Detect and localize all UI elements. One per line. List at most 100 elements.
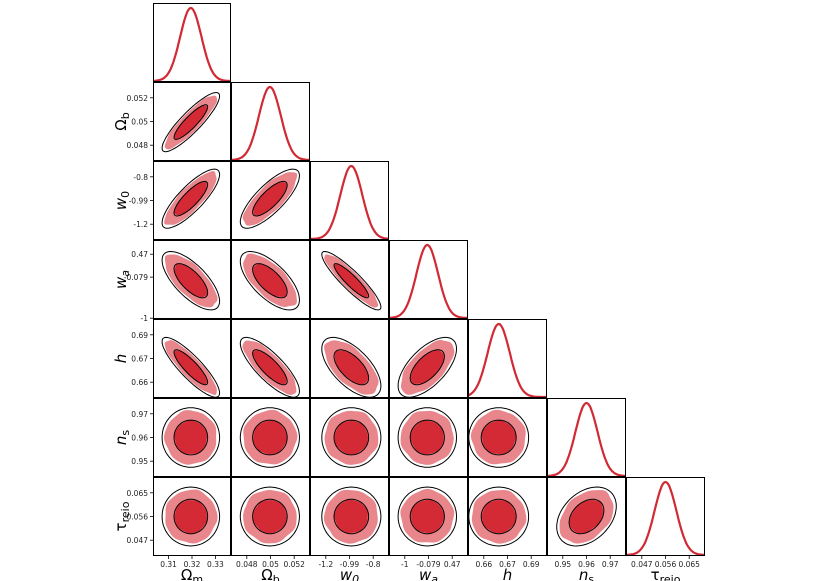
panel-w0-Ob <box>231 161 310 240</box>
y-tick-label-wa: 0.47 <box>131 250 148 259</box>
y-tick-label-w0: -1.2 <box>133 220 148 229</box>
reference-contour-1sigma <box>252 349 288 386</box>
y-axis-label-wa: wa <box>112 270 132 289</box>
x-tick-label-Ob: 0.05 <box>262 560 279 569</box>
reference-contour-2sigma <box>397 486 458 547</box>
x-tick-label-h: 0.69 <box>523 560 540 569</box>
x-tick-label-w0: -1.2 <box>318 560 333 569</box>
x-axis-label-h: h <box>503 566 513 581</box>
reference-contour-2sigma <box>321 336 382 398</box>
y-tick-label-wa: -0.079 <box>124 273 148 282</box>
contour-1sigma <box>253 264 287 297</box>
marginal-curve-wa <box>389 243 468 319</box>
contour-1sigma <box>174 264 208 298</box>
reference-contour-1sigma <box>173 419 209 456</box>
panel-wa-wa <box>389 240 468 319</box>
y-tick-label-ns: 0.97 <box>131 410 148 419</box>
marginal-curve-ns <box>547 401 626 477</box>
contour-1sigma <box>410 420 444 455</box>
reference-contour-2sigma <box>239 407 301 468</box>
reference-contour-2sigma <box>239 251 301 311</box>
y-axis-label-tau: τreio <box>112 501 132 531</box>
x-tick-label-Om: 0.31 <box>160 560 177 569</box>
contour-1sigma <box>253 420 287 455</box>
x-tick-label-tau: 0.065 <box>678 560 700 569</box>
y-axis-label-w0: w0 <box>112 191 132 210</box>
panel-wa-Ob <box>231 240 310 319</box>
panel-h-wa <box>389 319 468 398</box>
y-tick-label-h: 0.66 <box>131 378 148 387</box>
panel-h-w0 <box>310 319 389 398</box>
x-tick-label-Ob: 0.048 <box>236 560 258 569</box>
reference-contour-2sigma <box>321 486 382 547</box>
x-axis-label-Om: Ωm <box>181 566 203 581</box>
x-tick-label-wa: 0.47 <box>444 560 461 569</box>
marginal-curve-Om <box>153 6 231 82</box>
contour-1sigma <box>174 105 207 139</box>
x-tick-label-h: 0.66 <box>475 560 492 569</box>
reference-contour-2sigma <box>161 336 221 398</box>
reference-contour-2sigma <box>239 168 301 229</box>
x-tick-label-Om: 0.33 <box>207 560 224 569</box>
contour-1sigma <box>411 499 444 534</box>
panel-ns-ns <box>547 398 626 477</box>
x-tick-label-w0: -0.99 <box>340 560 360 569</box>
panel-tau-Om <box>153 477 231 556</box>
x-tick-label-Ob: 0.052 <box>283 560 305 569</box>
contour-1sigma <box>569 500 604 534</box>
y-tick-label-tau: 0.065 <box>127 489 149 498</box>
x-tick-label-tau: 0.047 <box>631 560 653 569</box>
marginal-curve-tau <box>626 480 705 556</box>
panel-tau-ns <box>547 477 626 556</box>
y-axis-label-ns: ns <box>112 430 132 446</box>
reference-contour-2sigma <box>556 486 617 547</box>
x-axis-label-wa: wa <box>419 566 438 581</box>
x-tick-label-wa: -0.079 <box>416 560 440 569</box>
contour-1sigma <box>334 420 368 455</box>
contour-1sigma <box>410 350 444 384</box>
reference-contour-1sigma <box>333 498 370 535</box>
contour-1sigma <box>481 500 516 534</box>
reference-contour-2sigma <box>161 486 221 547</box>
reference-contour-2sigma <box>321 407 382 468</box>
panel-ns-Ob <box>231 398 310 477</box>
panel-h-Om <box>153 319 231 398</box>
contour-1sigma <box>334 264 368 298</box>
panel-Ob-Om <box>153 82 231 161</box>
contour-1sigma <box>482 420 516 455</box>
reference-contour-1sigma <box>480 419 517 456</box>
panel-tau-h <box>468 477 547 556</box>
y-tick-label-tau: 0.047 <box>127 536 149 545</box>
reference-contour-1sigma <box>252 419 288 456</box>
contour-1sigma <box>174 350 207 385</box>
reference-contour-1sigma <box>333 263 370 299</box>
y-tick-label-ns: 0.96 <box>131 434 148 443</box>
panel-wa-w0 <box>310 240 389 319</box>
y-axis-label-Ob: Ωb <box>112 112 132 130</box>
x-tick-label-tau: 0.056 <box>655 560 677 569</box>
y-tick-label-w0: -0.8 <box>133 173 148 182</box>
reference-contour-1sigma <box>173 263 209 299</box>
x-tick-label-ns: 0.97 <box>602 560 619 569</box>
panel-ns-wa <box>389 398 468 477</box>
reference-contour-1sigma <box>252 263 288 299</box>
x-tick-label-ns: 0.96 <box>578 560 595 569</box>
panel-w0-Om <box>153 161 231 240</box>
reference-contour-1sigma <box>409 498 445 535</box>
reference-contour-1sigma <box>409 349 445 386</box>
y-tick-label-Ob: 0.05 <box>131 118 148 127</box>
x-axis-label-tau: τreio <box>651 566 681 581</box>
y-tick-label-Ob: 0.052 <box>127 94 149 103</box>
marginal-curve-h <box>468 322 547 398</box>
y-tick-label-ns: 0.95 <box>131 457 148 466</box>
reference-contour-1sigma <box>333 349 370 386</box>
contour-1sigma <box>253 182 287 216</box>
y-tick-label-wa: -1 <box>141 314 149 323</box>
contour-1sigma <box>253 500 287 534</box>
x-tick-label-w0: -0.8 <box>366 560 381 569</box>
reference-contour-1sigma <box>173 349 209 386</box>
x-tick-label-ns: 0.95 <box>554 560 571 569</box>
reference-contour-2sigma <box>397 336 458 398</box>
y-tick-label-tau: 0.056 <box>127 513 149 522</box>
